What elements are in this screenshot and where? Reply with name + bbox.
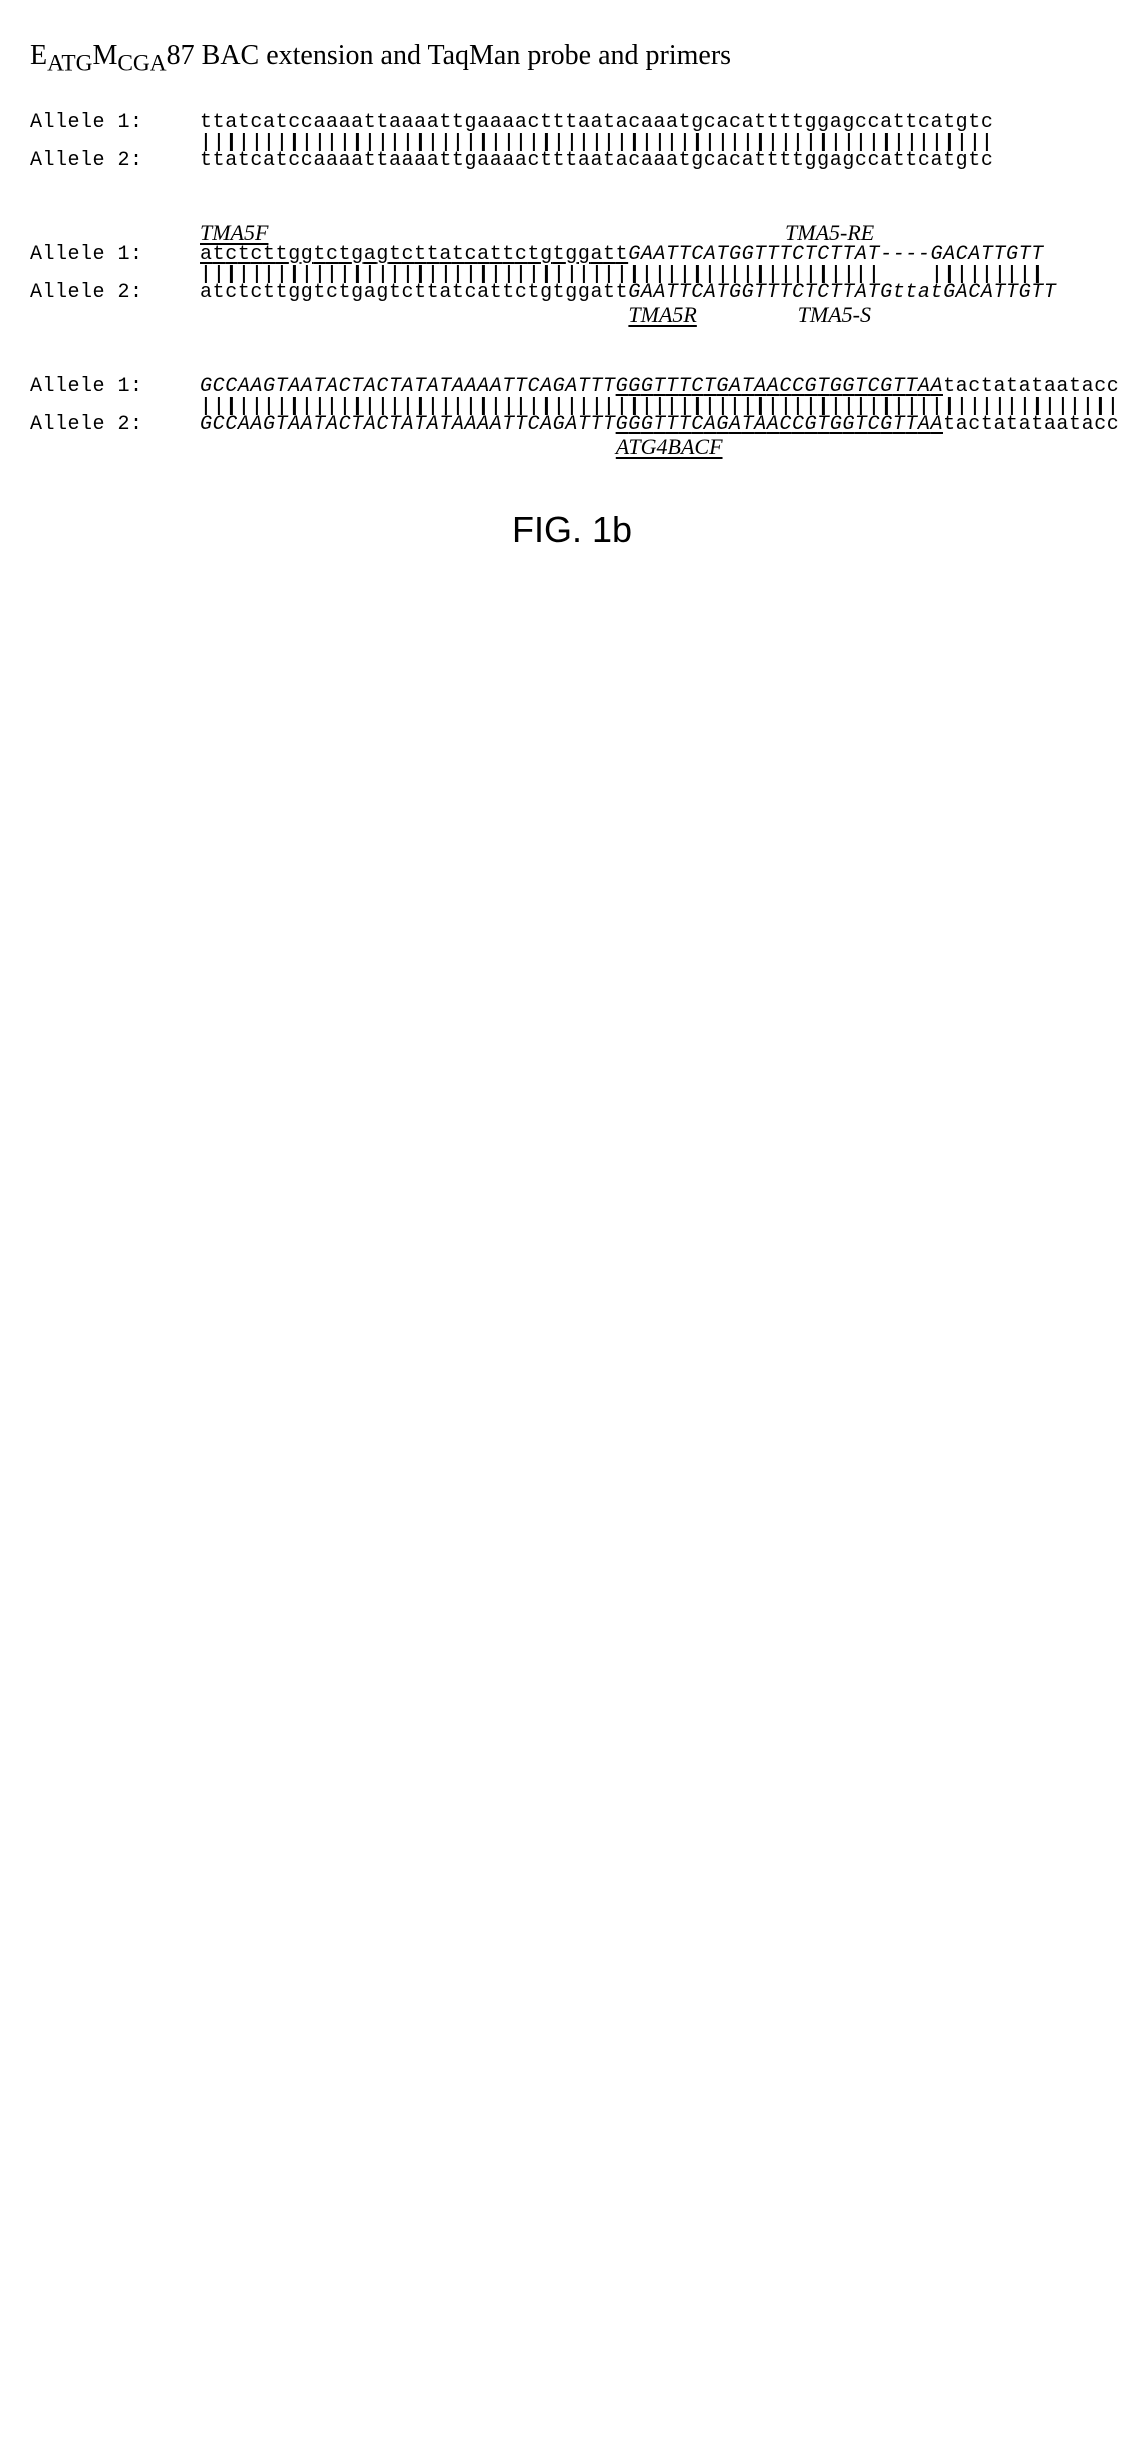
primer-label-row: TMA5R TMA5-S — [200, 303, 1114, 327]
sequence-allele-1: ttatcatccaaaattaaaattgaaaactttaatacaaatg… — [200, 113, 993, 133]
sequence-allele-2: GCCAAGTAATACTACTATATAAAATTCAGATTTGGGTTTC… — [200, 415, 1119, 435]
sequence-allele-1: atctcttggtctgagtcttatcattctgtggattGAATTC… — [200, 245, 1044, 265]
primer-label-row: ATG4BACF — [200, 435, 1114, 459]
allele-label: Allele 2: — [30, 415, 200, 435]
alignment-ticks — [30, 133, 1114, 151]
allele-label: Allele 1: — [30, 377, 200, 397]
alignment-block: Allele 1:GCCAAGTAATACTACTATATAAAATTCAGAT… — [30, 377, 1114, 459]
allele-label: Allele 1: — [30, 245, 200, 265]
alignment-block: TMA5F TMA5-RE Allele 1:atctcttggtctgagtctt… — [30, 221, 1114, 327]
figure-caption: FIG. 1b — [30, 509, 1114, 551]
allele-label: Allele 2: — [30, 283, 200, 303]
alignment-ticks — [30, 397, 1114, 415]
figure-title: EATGMCGA87 BAC extension and TaqMan prob… — [30, 40, 1114, 78]
sequence-allele-2: ttatcatccaaaattaaaattgaaaactttaatacaaatg… — [200, 151, 993, 171]
alignment-block: Allele 1:ttatcatccaaaattaaaattgaaaacttta… — [30, 113, 1114, 171]
primer-label: TMA5R — [628, 302, 696, 328]
primer-label-row: TMA5F TMA5-RE — [200, 221, 1114, 245]
primer-label: TMA5-RE — [785, 220, 874, 246]
alignment-ticks — [30, 265, 1114, 283]
alignment-blocks: Allele 1:ttatcatccaaaattaaaattgaaaacttta… — [30, 113, 1114, 459]
primer-label: TMA5F — [200, 220, 268, 246]
sequence-allele-1: GCCAAGTAATACTACTATATAAAATTCAGATTTGGGTTTC… — [200, 377, 1119, 397]
primer-label: TMA5-S — [798, 302, 871, 328]
sequence-allele-2: atctcttggtctgagtcttatcattctgtggattGAATTC… — [200, 283, 1056, 303]
allele-label: Allele 2: — [30, 151, 200, 171]
primer-label: ATG4BACF — [616, 434, 723, 460]
allele-label: Allele 1: — [30, 113, 200, 133]
